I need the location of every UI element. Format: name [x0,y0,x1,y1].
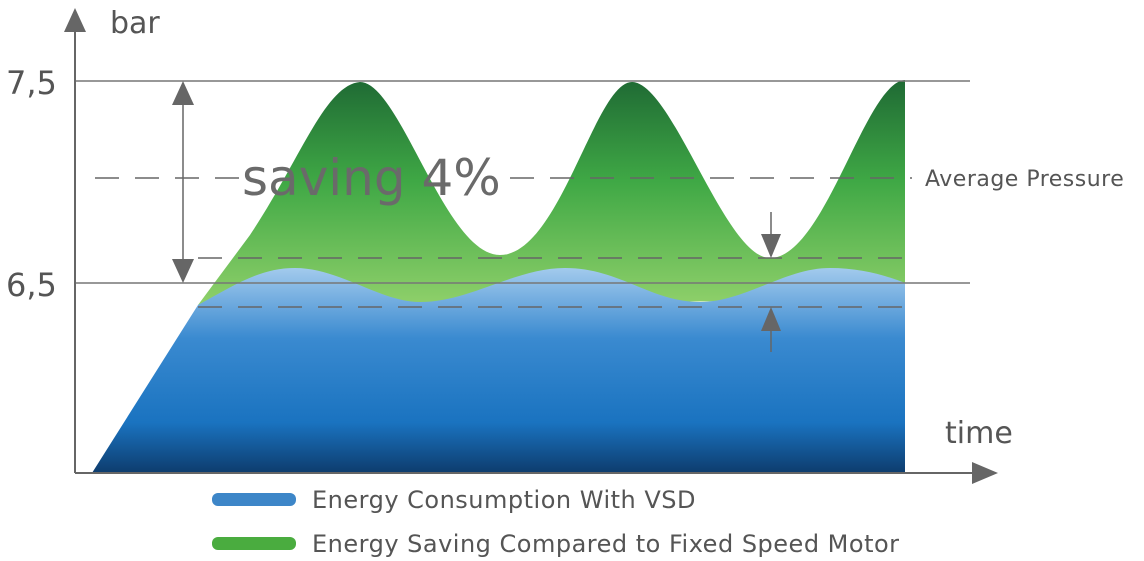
average-pressure-label: Average Pressure [925,167,1124,192]
legend-swatch-saving [212,537,296,550]
energy-saving-area [198,80,905,305]
legend-swatch-vsd [212,493,296,506]
legend-label-saving: Energy Saving Compared to Fixed Speed Mo… [312,530,900,558]
large-range-arrow-up-icon [172,81,194,105]
large-range-arrow-down-icon [172,259,194,283]
small-range-arrow-down-icon [761,234,781,258]
x-axis-arrow-icon [972,462,998,484]
x-axis-label: time [945,416,1013,451]
saving-label: saving 4% [242,149,501,207]
y-tick-6-5: 6,5 [6,266,57,304]
y-tick-7-5: 7,5 [6,64,57,102]
legend: Energy Consumption With VSD Energy Savin… [212,486,900,558]
legend-label-vsd: Energy Consumption With VSD [312,486,696,514]
y-axis-label: bar [110,6,160,41]
y-axis-arrow-icon [64,8,86,32]
energy-consumption-area [92,268,905,473]
small-range-arrow-up-icon [761,307,781,331]
